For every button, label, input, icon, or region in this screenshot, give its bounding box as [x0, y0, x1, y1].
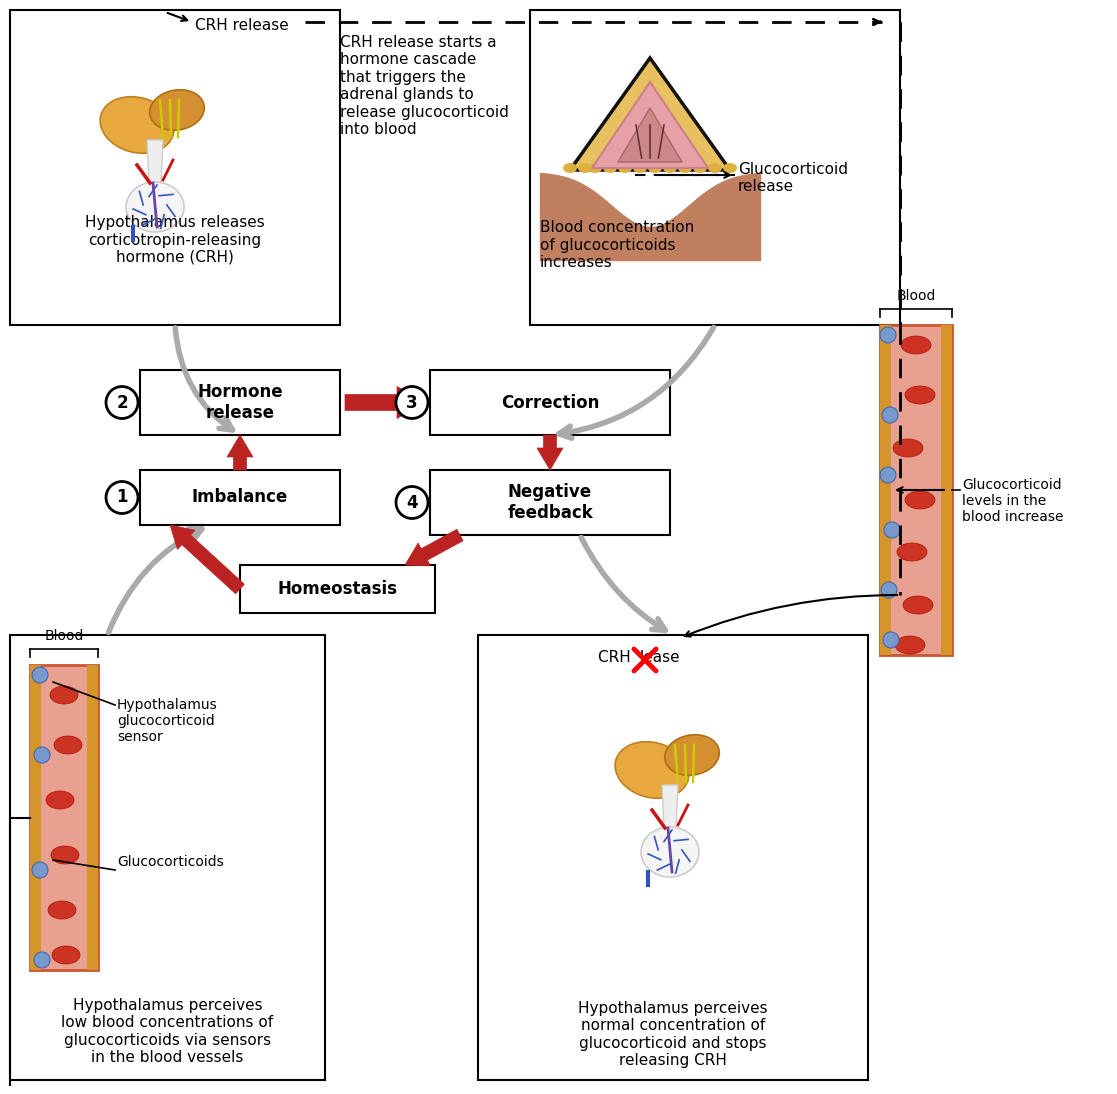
Text: Correction: Correction	[500, 394, 599, 411]
Polygon shape	[618, 108, 682, 162]
Polygon shape	[592, 82, 708, 168]
FancyBboxPatch shape	[941, 325, 952, 655]
Ellipse shape	[905, 386, 935, 404]
Ellipse shape	[708, 163, 722, 173]
Circle shape	[884, 522, 900, 538]
Text: 3: 3	[407, 394, 418, 411]
FancyBboxPatch shape	[10, 635, 325, 1080]
Text: Hormone
release: Hormone release	[198, 383, 283, 422]
Circle shape	[880, 467, 896, 482]
Text: Glucocorticoids: Glucocorticoids	[117, 856, 223, 869]
Polygon shape	[405, 529, 464, 566]
Ellipse shape	[678, 163, 693, 173]
Text: CRH: CRH	[598, 650, 636, 665]
FancyBboxPatch shape	[87, 665, 98, 970]
Circle shape	[34, 952, 50, 968]
Circle shape	[106, 481, 139, 513]
FancyBboxPatch shape	[140, 470, 340, 525]
FancyBboxPatch shape	[529, 10, 900, 325]
Ellipse shape	[48, 901, 76, 919]
Ellipse shape	[665, 735, 719, 776]
FancyBboxPatch shape	[430, 470, 670, 535]
Circle shape	[34, 747, 50, 763]
Ellipse shape	[618, 163, 632, 173]
Text: Blood: Blood	[45, 629, 84, 643]
FancyBboxPatch shape	[30, 665, 41, 970]
Ellipse shape	[150, 90, 204, 130]
Circle shape	[882, 407, 898, 423]
Circle shape	[32, 667, 48, 683]
Text: CRH release starts a
hormone cascade
that triggers the
adrenal glands to
release: CRH release starts a hormone cascade tha…	[340, 35, 509, 137]
Ellipse shape	[903, 596, 933, 614]
Ellipse shape	[51, 846, 79, 864]
Circle shape	[880, 327, 896, 344]
Ellipse shape	[46, 791, 74, 808]
Ellipse shape	[577, 163, 592, 173]
Circle shape	[881, 582, 897, 598]
Ellipse shape	[723, 163, 737, 173]
FancyBboxPatch shape	[880, 325, 952, 655]
Circle shape	[397, 386, 428, 419]
Ellipse shape	[50, 686, 78, 705]
Ellipse shape	[897, 543, 927, 561]
Polygon shape	[227, 435, 252, 470]
Circle shape	[106, 386, 139, 419]
Text: CRH release: CRH release	[195, 18, 289, 33]
Ellipse shape	[892, 439, 923, 457]
Ellipse shape	[563, 163, 577, 173]
Polygon shape	[537, 435, 563, 470]
Ellipse shape	[895, 636, 925, 654]
Text: 1: 1	[116, 489, 127, 507]
Circle shape	[884, 632, 899, 648]
FancyBboxPatch shape	[478, 635, 868, 1080]
Ellipse shape	[693, 163, 707, 173]
Text: lease: lease	[640, 650, 680, 665]
Polygon shape	[662, 785, 678, 828]
Ellipse shape	[615, 742, 689, 799]
Polygon shape	[345, 386, 424, 419]
Ellipse shape	[52, 946, 80, 964]
Ellipse shape	[648, 163, 662, 173]
Ellipse shape	[603, 163, 617, 173]
Text: Hypothalamus
glucocorticoid
sensor: Hypothalamus glucocorticoid sensor	[117, 698, 218, 744]
Text: Hypothalamus releases
corticotropin-releasing
hormone (CRH): Hypothalamus releases corticotropin-rele…	[85, 216, 265, 265]
FancyBboxPatch shape	[140, 370, 340, 435]
Ellipse shape	[633, 163, 647, 173]
Polygon shape	[170, 525, 245, 594]
Text: Hypothalamus perceives
low blood concentrations of
glucocorticoids via sensors
i: Hypothalamus perceives low blood concent…	[61, 998, 274, 1064]
Text: Imbalance: Imbalance	[192, 489, 288, 507]
Text: Blood concentration
of glucocorticoids
increases: Blood concentration of glucocorticoids i…	[540, 220, 695, 270]
Text: Hypothalamus perceives
normal concentration of
glucocorticoid and stops
releasin: Hypothalamus perceives normal concentrat…	[579, 1001, 767, 1068]
FancyBboxPatch shape	[240, 565, 435, 613]
Text: Negative
feedback: Negative feedback	[507, 484, 593, 522]
Ellipse shape	[901, 336, 930, 354]
Ellipse shape	[905, 491, 935, 509]
Text: Homeostasis: Homeostasis	[277, 580, 398, 598]
Polygon shape	[570, 58, 731, 170]
Ellipse shape	[126, 182, 184, 232]
Circle shape	[397, 487, 428, 519]
Text: 2: 2	[116, 394, 127, 411]
Ellipse shape	[663, 163, 677, 173]
Text: Glucocorticoid
levels in the
blood increase: Glucocorticoid levels in the blood incre…	[962, 478, 1063, 524]
Ellipse shape	[641, 827, 699, 877]
FancyBboxPatch shape	[10, 10, 340, 325]
Ellipse shape	[588, 163, 602, 173]
Text: 4: 4	[407, 493, 418, 512]
FancyBboxPatch shape	[430, 370, 670, 435]
Text: Glucocorticoid
release: Glucocorticoid release	[738, 162, 848, 195]
FancyBboxPatch shape	[30, 665, 98, 970]
Ellipse shape	[54, 736, 82, 754]
FancyBboxPatch shape	[880, 325, 891, 655]
Circle shape	[32, 862, 48, 878]
Ellipse shape	[101, 96, 174, 153]
Polygon shape	[147, 140, 163, 183]
Text: Blood: Blood	[896, 289, 936, 303]
